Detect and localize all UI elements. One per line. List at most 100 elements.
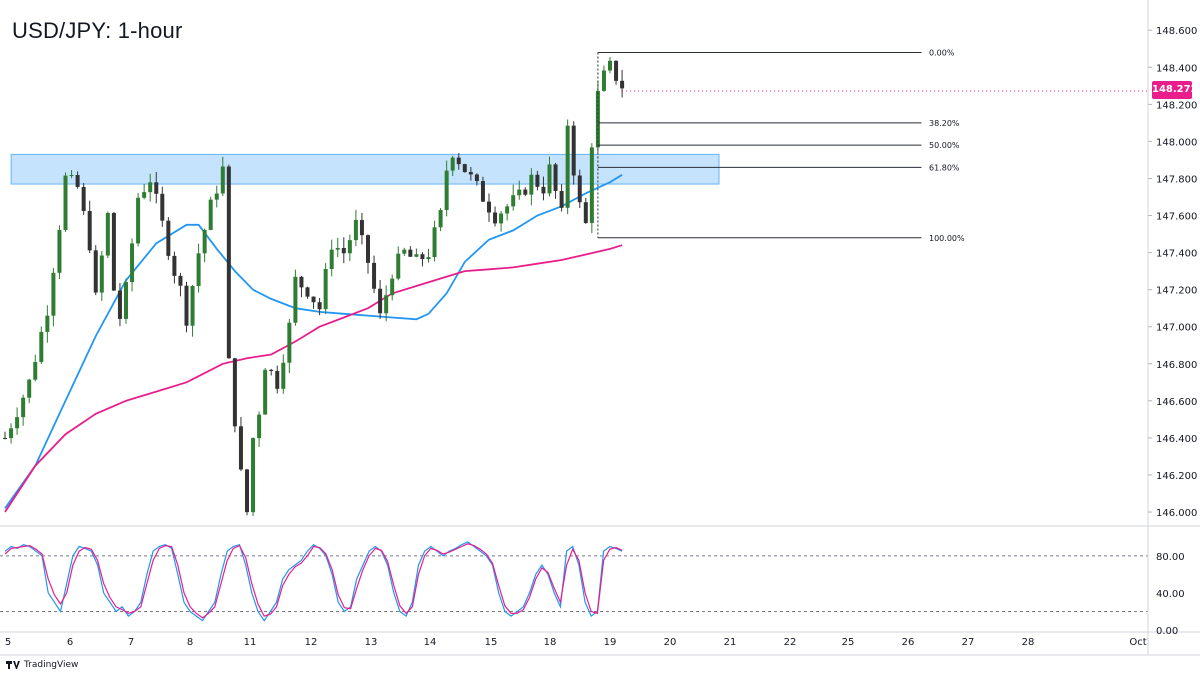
candle-body [559,190,564,208]
candle-body [408,249,413,257]
price-tick-label: 148.200 [1156,100,1197,111]
price-tick-label: 148.400 [1156,63,1197,74]
candle-body [111,212,116,291]
candle-body [238,426,243,470]
candle-body [608,60,612,71]
fibonacci-level-label: 100.00% [929,234,965,243]
fibonacci-level-label: 61.80% [929,163,960,172]
price-tick-label: 147.400 [1156,249,1197,260]
candle-body [499,213,504,224]
candle-body [462,164,467,173]
candle-body [444,170,449,211]
candle-body [384,295,389,314]
candle-body [21,397,26,418]
tradingview-logo-icon [6,661,20,669]
price-tick-label: 146.800 [1156,360,1197,371]
candle-body [69,175,74,177]
candle-body [402,249,407,254]
candle-body [124,282,128,319]
candle-body [251,438,256,513]
price-tick-label: 146.200 [1156,471,1197,482]
candles-layer [3,56,625,517]
candle-body [105,212,110,256]
candle-body [142,192,147,198]
candle-body [474,174,479,182]
candle-body [583,202,588,223]
candle-body [81,186,86,211]
candle-body [535,174,540,187]
chart-title: USD/JPY: 1-hour [12,18,183,43]
price-tick-label: 146.000 [1156,508,1197,519]
candle-body [15,417,20,429]
time-tick-label: 13 [365,637,378,648]
candle-body [202,229,207,254]
candle-body [601,70,606,91]
candle-body [468,172,473,175]
candle-body [148,182,153,193]
candle-body [293,276,298,323]
candle-body [390,278,395,296]
candle-body [335,247,340,250]
oscillator-tick-label: 40.00 [1156,589,1185,600]
candle-body [51,272,56,316]
candle-body [347,240,352,254]
time-tick-label: 18 [544,637,557,648]
candle-body [87,210,92,251]
brand-label: TradingView [24,660,79,670]
time-tick-label: 6 [67,637,73,648]
candle-body [595,90,600,148]
time-tick-label: 27 [962,637,975,648]
axis-layer: 148.600 148.400 148.200 148.000 147.800 147.6… [0,0,1200,656]
brand-mark: TradingView [6,660,78,670]
candle-body [614,60,619,81]
candle-body [317,302,322,310]
candle-body [117,290,122,319]
candle-body [257,414,262,439]
candle-body [75,175,80,187]
candle-body [547,164,552,194]
candle-body [184,285,189,326]
time-tick-label: 12 [305,637,318,648]
time-tick-label: 20 [664,637,677,648]
last-price-badge: 148.272 [1152,81,1198,99]
candle-body [341,247,346,254]
candle-body [232,358,237,427]
candle-body [27,379,32,398]
fast-moving-average-line [4,174,623,509]
candle-body [420,254,425,260]
candle-body [130,243,135,283]
price-tick-label: 147.800 [1156,174,1197,185]
candle-body [160,193,165,221]
fibonacci-level-label: 50.00% [929,141,960,150]
candle-body [487,201,491,213]
fibonacci-level-label: 0.00% [929,48,955,57]
candle-body [517,189,522,196]
fibonacci-level-label: 38.20% [929,119,960,128]
resistance-zone [10,153,720,185]
time-tick-label: 22 [784,637,797,648]
price-tick-label: 148.600 [1156,26,1197,37]
time-tick-label: Oct [1129,637,1146,648]
candle-body [196,253,201,287]
time-tick-label: 21 [724,637,737,648]
grid-layer [0,555,1148,612]
candle-body [450,157,455,171]
candle-body [263,369,268,415]
candle-body [33,362,38,380]
candle-body [353,220,358,241]
candle-body [190,286,195,326]
candle-body [577,175,582,203]
oscillator-tick-label: 80.00 [1156,552,1185,563]
candle-body [57,229,62,273]
candle-body [620,80,625,89]
candle-body [438,210,443,228]
price-tick-label: 147.200 [1156,286,1197,297]
candle-body [269,369,274,371]
price-tick-label: 146.400 [1156,434,1197,445]
candle-body [9,428,14,439]
candle-body [275,370,280,389]
candle-body [565,125,570,208]
candle-body [523,189,528,195]
candle-body [305,287,310,297]
